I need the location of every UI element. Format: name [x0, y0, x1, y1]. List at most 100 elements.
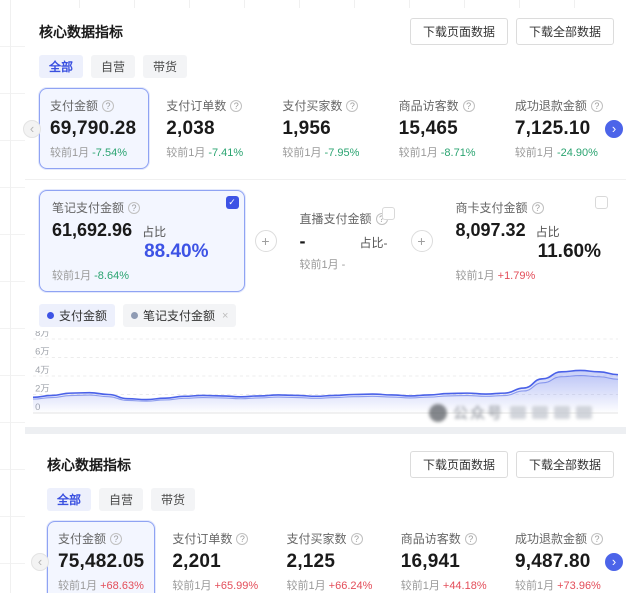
change-value: -7.54%	[92, 147, 127, 159]
watermark-redacted	[532, 406, 548, 419]
plus-icon	[410, 230, 433, 252]
next-arrow-button[interactable]	[605, 552, 623, 571]
compare-label: 较前1月	[398, 147, 438, 159]
info-icon[interactable]	[590, 99, 603, 112]
plus-icon	[254, 230, 277, 252]
trend-chart[interactable]: 8万6万4万2万0	[33, 331, 618, 427]
breakdown-value: -	[299, 231, 306, 251]
info-icon[interactable]	[110, 532, 123, 545]
checkbox[interactable]	[225, 196, 239, 209]
legend-dot-icon	[47, 312, 54, 319]
compare-label: 较前1月	[282, 147, 322, 159]
prev-arrow-button[interactable]	[31, 552, 49, 571]
change-value: +73.96%	[557, 580, 601, 592]
metric-label: 支付买家数	[286, 532, 347, 546]
breakdown-label: 商卡支付金额	[455, 201, 528, 215]
checkbox[interactable]	[381, 207, 395, 220]
legend-dot-icon	[131, 312, 139, 319]
info-icon[interactable]	[531, 201, 544, 214]
metric-label: 支付订单数	[172, 532, 233, 546]
breakdown-card-note-pay[interactable]: 笔记支付金额 61,692.96 占比 88.40% 较前1月-8.64%	[39, 190, 245, 292]
watermark: 公众号	[428, 402, 592, 423]
info-icon[interactable]	[350, 532, 363, 545]
change-value: -8.71%	[440, 147, 476, 159]
metric-card-product-visitors[interactable]: 商品访客数 15,465 较前1月-8.71%	[388, 88, 498, 169]
compare-label: 较前1月	[166, 147, 206, 159]
tab-all[interactable]: 全部	[39, 55, 84, 78]
compare-label: 较前1月	[58, 580, 98, 592]
metric-label: 商品访客数	[398, 99, 459, 113]
tab-self-operated[interactable]: 自营	[91, 55, 136, 78]
metric-value: 2,201	[172, 551, 221, 572]
info-icon[interactable]	[346, 99, 359, 112]
metric-card-row: 支付金额 69,790.28 较前1月-7.54% 支付订单数 2,038 较前…	[23, 88, 623, 169]
next-arrow-button[interactable]	[605, 119, 623, 138]
download-all-data-button[interactable]: 下载全部数据	[515, 18, 614, 45]
watermark-text: 公众号	[452, 405, 504, 422]
info-icon[interactable]	[591, 532, 603, 545]
metric-card-pay-amount[interactable]: 支付金额 69,790.28 较前1月-7.54%	[39, 88, 150, 169]
scope-tabs: 全部 自营 带货	[47, 488, 614, 511]
change-value: +44.18%	[442, 580, 487, 592]
tab-all[interactable]: 全部	[47, 488, 92, 511]
metric-card-pay-orders[interactable]: 支付订单数 2,201 较前1月+65.99%	[161, 521, 269, 593]
change-value: -8.64%	[94, 270, 129, 282]
ratio-label: 占比	[535, 225, 560, 239]
info-icon[interactable]	[128, 201, 141, 214]
breakdown-label: 笔记支付金额	[52, 201, 125, 215]
legend-item-note-pay-amount[interactable]: 笔记支付金额	[123, 304, 237, 327]
ratio-value: -	[383, 236, 388, 250]
breakdown-label: 直播支付金额	[299, 212, 372, 226]
page-title: 核心数据指标	[47, 456, 131, 473]
metric-card-row: 支付金额 75,482.05 较前1月+68.63% 支付订单数 2,201 较…	[31, 521, 623, 593]
metric-card-pay-orders[interactable]: 支付订单数 2,038 较前1月-7.41%	[155, 88, 265, 169]
compare-label: 较前1月	[299, 259, 339, 271]
download-all-data-button[interactable]: 下载全部数据	[515, 451, 614, 478]
info-icon[interactable]	[236, 532, 249, 545]
metric-card-pay-buyers[interactable]: 支付买家数 2,125 较前1月+66.24%	[276, 521, 384, 593]
metric-card-product-visitors[interactable]: 商品访客数 16,941 较前1月+44.18%	[390, 521, 498, 593]
core-metrics-panel-1: 核心数据指标 下载页面数据 下载全部数据 全部 自营 带货 支付金额 69,79…	[23, 8, 626, 427]
change-value: -24.90%	[556, 147, 598, 159]
metric-card-pay-buyers[interactable]: 支付买家数 1,956 较前1月-7.95%	[271, 88, 381, 169]
metric-card-pay-amount[interactable]: 支付金额 75,482.05 较前1月+68.63%	[47, 521, 156, 593]
metric-value: 15,465	[398, 118, 458, 139]
tab-self-operated[interactable]: 自营	[99, 488, 144, 511]
breakdown-card-product-card-pay[interactable]: 商卡支付金额 8,097.32 占比 11.60% 较前1月+1.79%	[443, 190, 614, 292]
scope-tabs: 全部 自营 带货	[39, 55, 614, 78]
svg-text:4万: 4万	[35, 365, 50, 375]
metric-value: 1,956	[282, 118, 331, 139]
metric-value: 7,125.10	[514, 118, 591, 139]
info-icon[interactable]	[230, 99, 243, 112]
metric-label: 支付金额	[50, 99, 99, 113]
download-page-data-button[interactable]: 下载页面数据	[409, 18, 508, 45]
compare-label: 较前1月	[52, 270, 92, 282]
metric-card-refund-amount[interactable]: 成功退款金额 7,125.10 较前1月-24.90%	[504, 88, 614, 169]
compare-label: 较前1月	[455, 270, 495, 282]
change-value: +68.63%	[100, 580, 144, 592]
compare-label: 较前1月	[172, 580, 212, 592]
legend-label: 笔记支付金额	[143, 309, 216, 323]
tab-affiliate[interactable]: 带货	[151, 488, 196, 511]
checkbox[interactable]	[595, 196, 608, 209]
divider	[25, 179, 626, 180]
info-icon[interactable]	[464, 532, 477, 545]
legend-item-pay-amount[interactable]: 支付金额	[39, 304, 116, 327]
download-page-data-button[interactable]: 下载页面数据	[409, 451, 508, 478]
metric-label: 支付买家数	[282, 99, 343, 113]
change-value: -7.41%	[208, 147, 244, 159]
close-icon[interactable]	[222, 310, 228, 322]
change-value: -7.95%	[324, 147, 360, 159]
change-value: -	[341, 259, 346, 271]
tab-affiliate[interactable]: 带货	[143, 55, 188, 78]
metric-value: 9,487.80	[514, 551, 591, 572]
watermark-logo-icon	[428, 403, 447, 422]
breakdown-card-live-pay[interactable]: 直播支付金额 - 占比- 较前1月-	[287, 201, 401, 281]
prev-arrow-button[interactable]	[23, 119, 41, 138]
watermark-redacted	[576, 406, 592, 419]
breakdown-value: 61,692.96	[52, 220, 133, 240]
info-icon[interactable]	[102, 99, 115, 112]
metric-card-refund-amount[interactable]: 成功退款金额 9,487.80 较前1月+73.96%	[504, 521, 614, 593]
info-icon[interactable]	[462, 99, 475, 112]
metric-value: 69,790.28	[50, 118, 137, 139]
